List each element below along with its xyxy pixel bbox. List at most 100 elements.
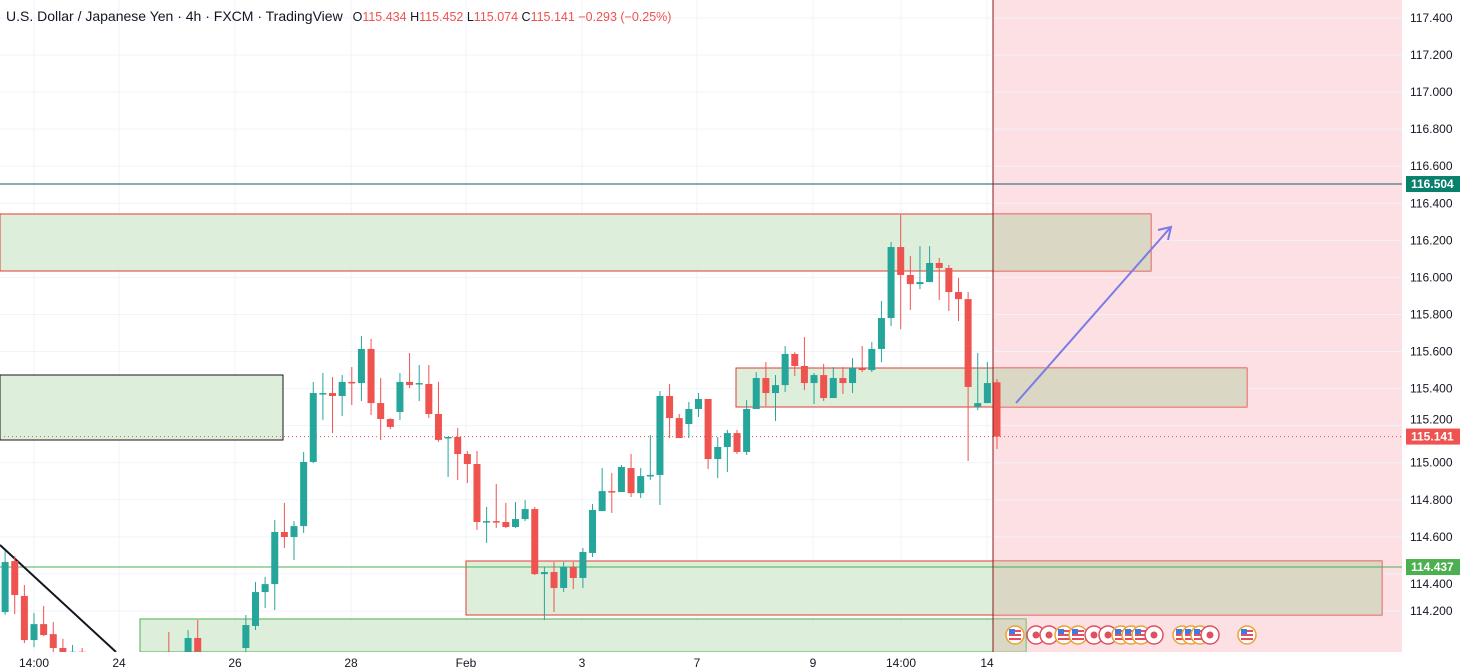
candle (49, 622, 57, 652)
candle (329, 377, 337, 434)
price-tag-label: 114.437 (1411, 560, 1454, 574)
candle (415, 365, 423, 402)
price-axis-label: 114.400 (1410, 577, 1453, 591)
flag-stripe (1058, 638, 1070, 640)
candle (59, 638, 67, 652)
candle (367, 338, 375, 416)
candle (20, 585, 28, 644)
candle (242, 615, 250, 652)
symbol-title[interactable]: U.S. Dollar / Japanese Yen · 4h · FXCM ·… (6, 8, 343, 24)
candle-body (935, 262, 943, 268)
flag-canton (1185, 629, 1191, 634)
candle-body (406, 381, 414, 386)
projection-arrow[interactable] (1015, 227, 1171, 404)
candle (858, 345, 866, 373)
candle-body (704, 398, 712, 460)
candle-body (251, 592, 259, 626)
candle (386, 418, 394, 429)
candle-body (242, 625, 250, 649)
flag-stripe (1185, 638, 1197, 640)
candle-body (752, 378, 760, 409)
flag-stripe (1115, 634, 1127, 636)
price-axis-label: 116.800 (1410, 122, 1453, 136)
time-axis-label: 7 (694, 656, 701, 670)
japan-flag-icon[interactable] (1200, 625, 1220, 645)
candle (309, 381, 317, 464)
japan-flag-icon[interactable] (1084, 625, 1104, 645)
candle (646, 435, 654, 480)
candle (531, 507, 539, 576)
candle (656, 391, 664, 505)
candle (540, 567, 548, 621)
candle (608, 473, 616, 513)
candle-body (646, 474, 654, 477)
candle (849, 358, 857, 394)
flag-canton (1072, 629, 1078, 634)
trend-line[interactable] (0, 544, 117, 652)
candle (723, 429, 731, 472)
flag-stripe (1125, 638, 1137, 640)
candle (271, 519, 279, 611)
candle-body (887, 247, 895, 319)
supply-zone[interactable] (0, 374, 284, 441)
time-axis-label: 14 (980, 656, 994, 670)
candle (30, 612, 38, 648)
candle (1, 551, 9, 615)
candle-body (348, 381, 356, 384)
high-value: 115.452 (419, 10, 464, 24)
open-label: O (352, 10, 363, 24)
candle-body (309, 393, 317, 462)
candle-body (791, 353, 799, 366)
candle (560, 562, 568, 593)
candle-body (473, 464, 481, 523)
candle-body (396, 381, 404, 412)
price-axis-label: 115.800 (1410, 307, 1453, 321)
us-flag-icon[interactable] (1054, 625, 1074, 645)
resistance-zone[interactable] (0, 213, 1152, 272)
candle-body (78, 651, 86, 652)
price-axis-label: 115.600 (1410, 345, 1453, 359)
price-axis-label: 116.600 (1410, 159, 1453, 173)
plot-area[interactable] (0, 0, 1402, 653)
japan-flag-icon[interactable] (1039, 625, 1059, 645)
flag-stripe (1194, 638, 1206, 640)
candle (589, 504, 597, 558)
price-axis-label: 117.000 (1410, 85, 1453, 99)
candle-body (329, 393, 337, 397)
price-axis-label: 116.000 (1410, 270, 1453, 284)
us-flag-icon[interactable] (1068, 625, 1088, 645)
us-flag-icon[interactable] (1237, 625, 1257, 645)
candle-body (858, 368, 866, 371)
candle-body (502, 522, 510, 528)
candle (916, 246, 924, 290)
candle-body (598, 491, 606, 512)
candle (820, 363, 828, 402)
candle-body (444, 436, 452, 439)
candle-body (954, 292, 962, 300)
candle-body (1, 562, 9, 613)
candle-body (685, 408, 693, 424)
us-flag-icon[interactable] (1005, 625, 1025, 645)
flag-canton (1009, 629, 1015, 634)
japan-flag-icon[interactable] (1144, 625, 1164, 645)
candle-body (338, 381, 346, 397)
candle (338, 375, 346, 417)
candle-body (810, 375, 818, 384)
time-axis-label: 28 (344, 656, 358, 670)
candle-body (463, 454, 471, 465)
time-axis[interactable] (0, 652, 1402, 672)
candle (251, 582, 259, 631)
price-axis-label: 115.000 (1410, 456, 1453, 470)
candle (406, 353, 414, 389)
low-value: 115.074 (473, 10, 519, 24)
zone-overlap (993, 561, 1382, 615)
candle-body (589, 509, 597, 553)
candle-body (271, 532, 279, 585)
candle (550, 562, 558, 613)
candle (521, 499, 529, 522)
demand-zone[interactable] (139, 618, 1027, 652)
candle-body (434, 413, 442, 440)
candle (512, 502, 519, 528)
candle-body (319, 393, 327, 395)
